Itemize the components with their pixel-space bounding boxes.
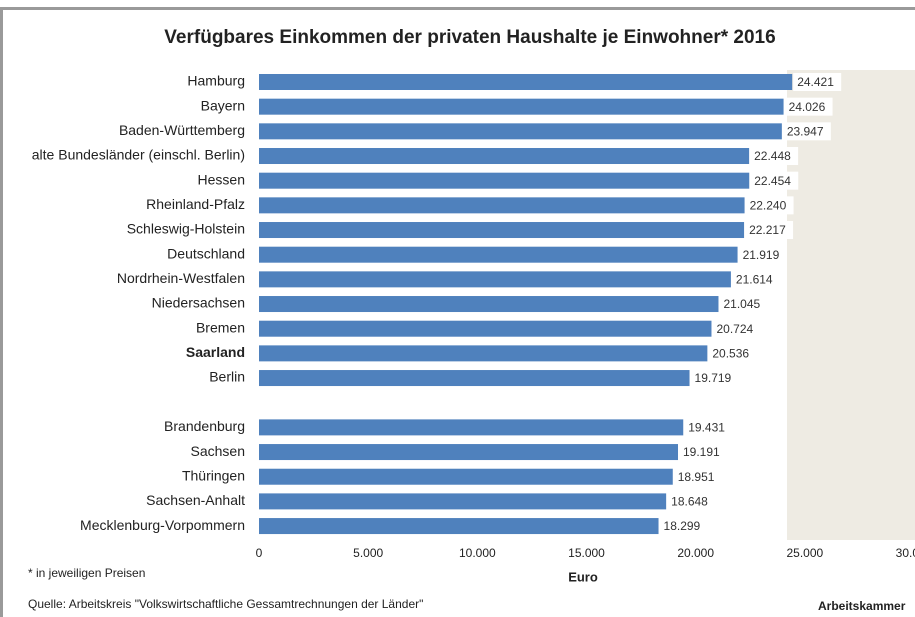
- source: Quelle: Arbeitskreis "Volkswirtschaftlic…: [28, 597, 423, 611]
- value-label: 21.919: [743, 248, 780, 262]
- value-label: 22.217: [749, 223, 786, 237]
- value-label: 22.240: [750, 199, 787, 213]
- value-label: 19.191: [683, 445, 720, 459]
- bar: [259, 296, 719, 313]
- bar: [259, 320, 712, 337]
- y-tick-label: Hamburg: [187, 73, 245, 89]
- value-label-bg: [708, 344, 757, 363]
- bar: [259, 493, 667, 510]
- value-label: 19.719: [695, 371, 732, 385]
- value-label: 18.648: [671, 495, 708, 509]
- value-label-bg: [712, 319, 761, 338]
- bar: [259, 419, 684, 436]
- value-label-bg: [750, 147, 799, 166]
- value-label: 20.536: [712, 347, 749, 361]
- value-label-bg: [719, 295, 768, 314]
- value-label-bg: [684, 418, 733, 437]
- y-tick-label: Sachsen: [191, 443, 245, 459]
- x-axis-label: Euro: [568, 569, 598, 584]
- x-tick-label: 0: [256, 546, 263, 560]
- value-label-bg: [659, 517, 708, 536]
- y-tick-label: Bayern: [201, 97, 245, 113]
- x-tick-label: 5.000: [353, 546, 383, 560]
- y-tick-label: Schleswig-Holstein: [127, 221, 245, 237]
- value-label-bg: [731, 270, 780, 289]
- value-label-bg: [690, 369, 739, 388]
- x-tick-label: 10.000: [459, 546, 496, 560]
- bar: [259, 98, 784, 115]
- footnote: * in jeweiligen Preisen: [28, 566, 145, 580]
- bar: [259, 345, 708, 362]
- value-label-bg: [673, 467, 722, 486]
- value-label: 21.045: [723, 297, 760, 311]
- y-tick-label: Brandenburg: [164, 418, 245, 434]
- x-tick-label: 20.000: [677, 546, 714, 560]
- bar: [259, 74, 793, 90]
- bar: [259, 370, 690, 387]
- value-label: 18.951: [678, 470, 715, 484]
- chart-title: Verfügbares Einkommen der privaten Haush…: [164, 27, 775, 48]
- y-tick-label: alte Bundesländer (einschl. Berlin): [32, 147, 245, 163]
- bar: [259, 444, 679, 461]
- bar: [259, 518, 659, 535]
- bar: [259, 468, 673, 485]
- x-tick-label: 25.000: [786, 546, 823, 560]
- value-label-bg: [679, 443, 728, 462]
- y-tick-label: Thüringen: [182, 467, 245, 483]
- y-tick-label: Mecklenburg-Vorpommern: [80, 517, 245, 533]
- value-label: 24.026: [789, 100, 826, 114]
- y-tick-label: Sachsen-Anhalt: [146, 492, 245, 508]
- bar: [259, 148, 750, 165]
- bar: [259, 172, 750, 189]
- frame: [0, 7, 915, 617]
- y-tick-label: Niedersachsen: [152, 295, 245, 311]
- value-label: 21.614: [736, 273, 773, 287]
- value-label-bg: [745, 221, 794, 240]
- bar: [259, 197, 745, 214]
- value-label-bg: [750, 171, 799, 190]
- y-tick-label: Bremen: [196, 319, 245, 335]
- plot-background: [787, 70, 915, 540]
- y-tick-label: Baden-Württemberg: [119, 122, 245, 138]
- bar: [259, 246, 738, 263]
- value-label-bg: [738, 245, 787, 264]
- bar: [259, 222, 745, 239]
- bar: [259, 123, 782, 140]
- value-label: 20.724: [716, 322, 753, 336]
- value-label-bg: [745, 196, 794, 215]
- value-label-bg: [667, 492, 716, 511]
- bar: [259, 271, 731, 288]
- value-label-bg: [784, 97, 833, 116]
- value-label: 18.299: [664, 519, 701, 533]
- value-label: 22.454: [754, 174, 791, 188]
- x-tick-label: 15.000: [568, 546, 605, 560]
- y-tick-label: Saarland: [186, 344, 245, 360]
- value-label: 23.947: [787, 125, 824, 139]
- value-label: 24.421: [797, 75, 834, 89]
- y-tick-label: Hessen: [198, 171, 245, 187]
- publisher: Arbeitskammer: [818, 599, 906, 613]
- y-tick-label: Berlin: [209, 369, 245, 385]
- value-label-bg: [793, 73, 842, 91]
- value-label: 19.431: [688, 421, 725, 435]
- value-label-bg: [782, 122, 831, 141]
- y-tick-label: Nordrhein-Westfalen: [117, 270, 245, 286]
- x-tick-label: 30.000: [896, 546, 915, 560]
- y-tick-label: Deutschland: [167, 245, 245, 261]
- value-label: 22.448: [754, 149, 791, 163]
- y-tick-label: Rheinland-Pfalz: [146, 196, 245, 212]
